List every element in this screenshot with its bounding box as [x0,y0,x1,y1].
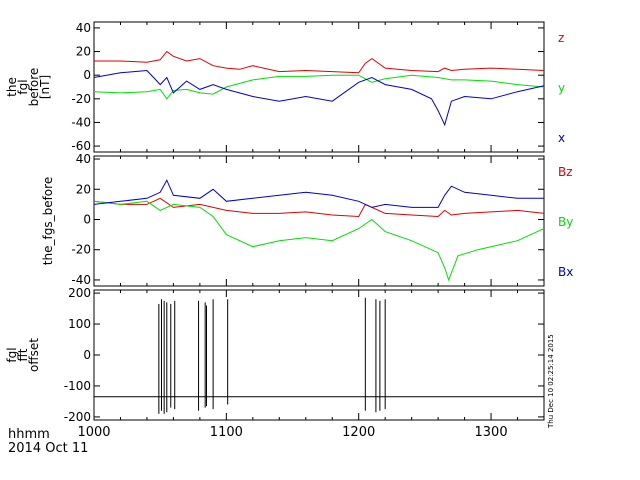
y-tick-label: 20 [76,45,91,59]
y-tick-label: 100 [68,317,91,331]
panel-fgs-before: 40 20 0 -20 -40 the_fgs_before Bz By Bx [41,152,573,287]
series-line-z [94,50,545,74]
legend-item: By [558,215,573,229]
y-tick-label: -20 [71,92,91,106]
y-axis-label: offset [27,338,41,372]
time-label: hhmm [8,427,50,442]
y-tick-label: 40 [76,21,91,35]
date-label: 2014 Oct 11 [8,441,88,456]
legend-item: y [558,81,565,95]
y-axis-label: fgl [16,79,30,94]
y-tick-label: 200 [68,286,91,300]
legend-item: x [558,131,565,145]
panel-frame [93,21,545,153]
series-line-x [93,69,545,127]
y-axis-label: the [5,77,19,97]
y-tick-label: -200 [64,410,91,424]
y-tick-label: -40 [71,115,91,129]
x-tick-label: 1200 [342,425,375,440]
y-axis-label: [nT] [38,75,52,99]
legend-item: Bz [558,165,573,179]
y-axis-label: fgl [5,347,19,362]
y-tick-label: 0 [83,212,91,226]
series-line-y [93,74,545,100]
legend-item: Bx [558,265,573,279]
y-axis-label: fft [16,348,30,361]
y-axis-label: the_fgs_before [41,177,55,265]
y-tick-label: -20 [71,243,91,257]
y-tick-label: 20 [76,182,91,196]
series-line-by [93,200,545,282]
y-tick-label: -100 [64,379,91,393]
y-tick-label: 0 [83,348,91,362]
x-tick-label: 1300 [475,425,508,440]
y-axis-label: before [27,68,41,107]
y-tick-label: -40 [71,273,91,287]
y-tick-label: -60 [71,139,91,153]
legend-item: z [558,31,564,45]
timestamp-label: Thu Dec 10 02:25:14 2015 [547,334,555,429]
series-line-bz [93,197,545,218]
x-tick-label: 1100 [210,425,243,440]
x-tick-label: 1000 [77,425,110,440]
panel-frame [93,155,545,287]
series-line-bx [93,179,544,208]
y-tick-label: 40 [76,152,91,166]
y-tick-label: 0 [83,68,91,82]
